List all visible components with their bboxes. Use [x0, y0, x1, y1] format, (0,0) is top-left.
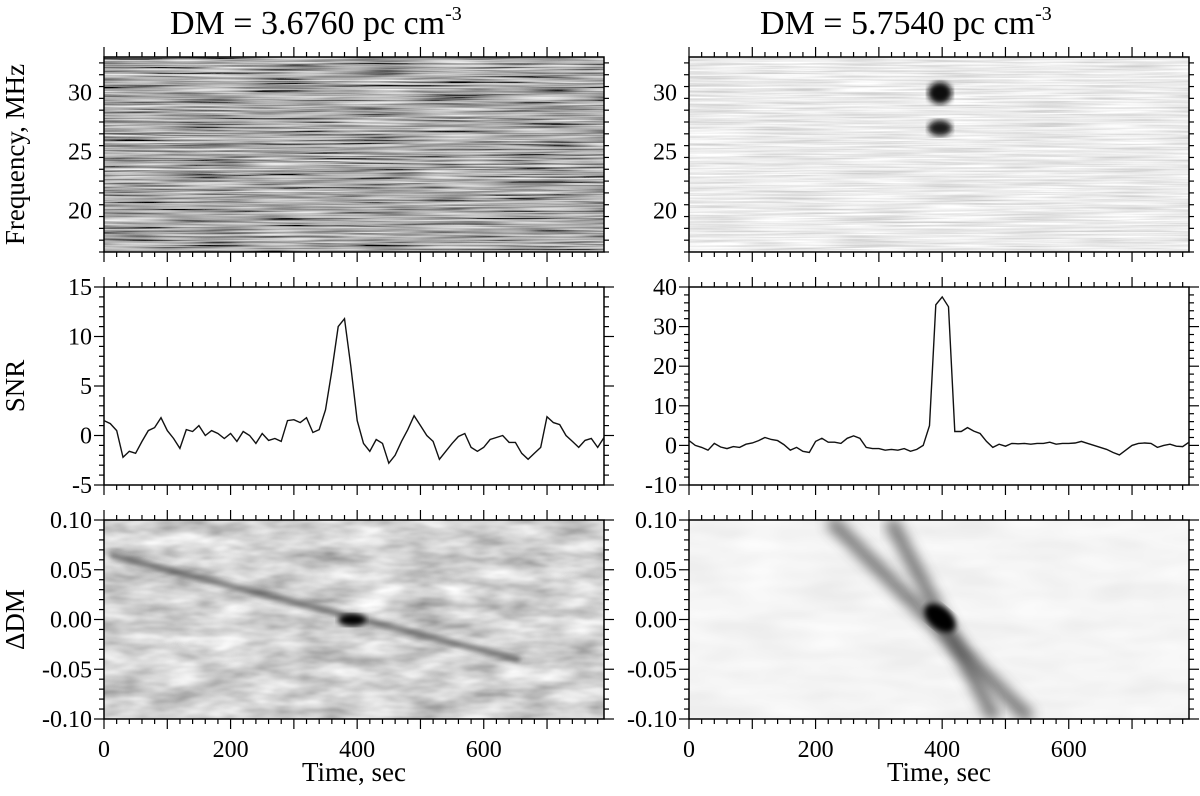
- snr-dm-3.6760-ylabel: SNR: [0, 360, 30, 413]
- snr-dm-5.7540-ytick-label: 40: [653, 275, 677, 301]
- dm-time-dm-3.6760-xlabel: Time, sec: [302, 757, 406, 787]
- dynamic-spectrum-dm-5.7540-ytick-label: 30: [653, 80, 677, 106]
- dm-time-dm-5.7540-ytick-label: 0.00: [635, 608, 677, 634]
- dm-time-dm-3.6760-xtick-label: 200: [213, 737, 249, 763]
- dm-time-dm-5.7540-ytick-label: -0.10: [627, 707, 677, 733]
- dynamic-spectrum-dm-3.6760-ylabel: Frequency, MHz: [0, 64, 30, 245]
- snr-dm-5.7540-ytick-label: 20: [653, 354, 677, 380]
- snr-dm-5.7540-ytick-label: 10: [653, 394, 677, 420]
- dm-time-dm-3.6760-ytick-label: -0.10: [42, 707, 92, 733]
- dm-time-dm-3.6760-xtick-label: 600: [466, 737, 502, 763]
- dm-time-dm-5.7540-ytick-label: 0.10: [635, 508, 677, 534]
- dynamic-spectrum-dm-5.7540-frame: [688, 56, 1190, 253]
- dm-time-dm-5.7540-xtick-label: 600: [1051, 737, 1087, 763]
- snr-dm-3.6760-frame: [103, 286, 605, 486]
- title-right: DM = 5.7540 pc cm-3: [760, 3, 1052, 42]
- dm-time-dm-5.7540-ytick-label: 0.05: [635, 558, 677, 584]
- snr-dm-5.7540-ytick-label: -10: [645, 473, 677, 499]
- snr-dm-3.6760-ytick-label: -5: [72, 473, 92, 499]
- dm-time-dm-3.6760-xtick-label: 400: [339, 737, 375, 763]
- dynamic-spectrum-dm-5.7540-ytick-label: 25: [653, 140, 677, 166]
- snr-dm-5.7540-ytick-label: 0: [665, 433, 677, 459]
- peak-right: [924, 603, 956, 633]
- title-left: DM = 3.6760 pc cm-3: [170, 3, 462, 42]
- pulse-blob-upper: [928, 82, 952, 104]
- dm-time-dm-3.6760-ytick-label: 0.10: [50, 508, 92, 534]
- snr-dm-3.6760-ytick-label: 10: [68, 325, 92, 351]
- snr-dm-5.7540-ytick-label: 30: [653, 315, 677, 341]
- dm-time-dm-5.7540-xlabel: Time, sec: [887, 757, 991, 787]
- dynamic-spectrum-dm-3.6760-ytick-label: 20: [68, 199, 92, 225]
- dispersion-track-left: [109, 552, 521, 663]
- dm-time-dm-3.6760-ytick-label: 0.05: [50, 558, 92, 584]
- pulse-blob-lower: [928, 120, 952, 136]
- dynamic-spectrum-dm-3.6760-ytick-label: 30: [68, 80, 92, 106]
- snr-dm-3.6760-ytick-label: 0: [80, 424, 92, 450]
- dynamic-spectrum-dm-3.6760-ytick-label: 25: [68, 140, 92, 166]
- dynamic-spectrum-dm-5.7540-ytick-label: 20: [653, 199, 677, 225]
- dm-time-dm-5.7540-xtick-label: 0: [683, 737, 695, 763]
- dm-time-dm-3.6760-ytick-label: -0.05: [42, 657, 92, 683]
- snr-dm-5.7540-series-line: [688, 295, 1190, 456]
- spectrum-left-image: [104, 57, 604, 252]
- dm-time-dm-3.6760-xtick-label: 0: [98, 737, 110, 763]
- dm-time-dm-5.7540-xtick-label: 200: [798, 737, 834, 763]
- snr-dm-3.6760-ytick-label: 15: [68, 275, 92, 301]
- snr-dm-5.7540-frame: [688, 286, 1190, 486]
- peak-left: [338, 614, 366, 626]
- dm-time-dm-3.6760-ytick-label: 0.00: [50, 608, 92, 634]
- snr-dm-3.6760-ytick-label: 5: [80, 374, 92, 400]
- dm-time-dm-3.6760-ylabel: ΔDM: [0, 589, 30, 650]
- dm-time-dm-5.7540-xtick-label: 400: [924, 737, 960, 763]
- dynamic-spectrum-dm-3.6760-frame: [103, 56, 605, 253]
- plots-layer: 20 25 30 Frequency, MHz 20 25 30 -5 0 5 10 15 SNR -10…: [0, 47, 1199, 787]
- snr-dm-3.6760-series-line: [103, 316, 605, 465]
- dm-time-dm-5.7540-ytick-label: -0.05: [627, 657, 677, 683]
